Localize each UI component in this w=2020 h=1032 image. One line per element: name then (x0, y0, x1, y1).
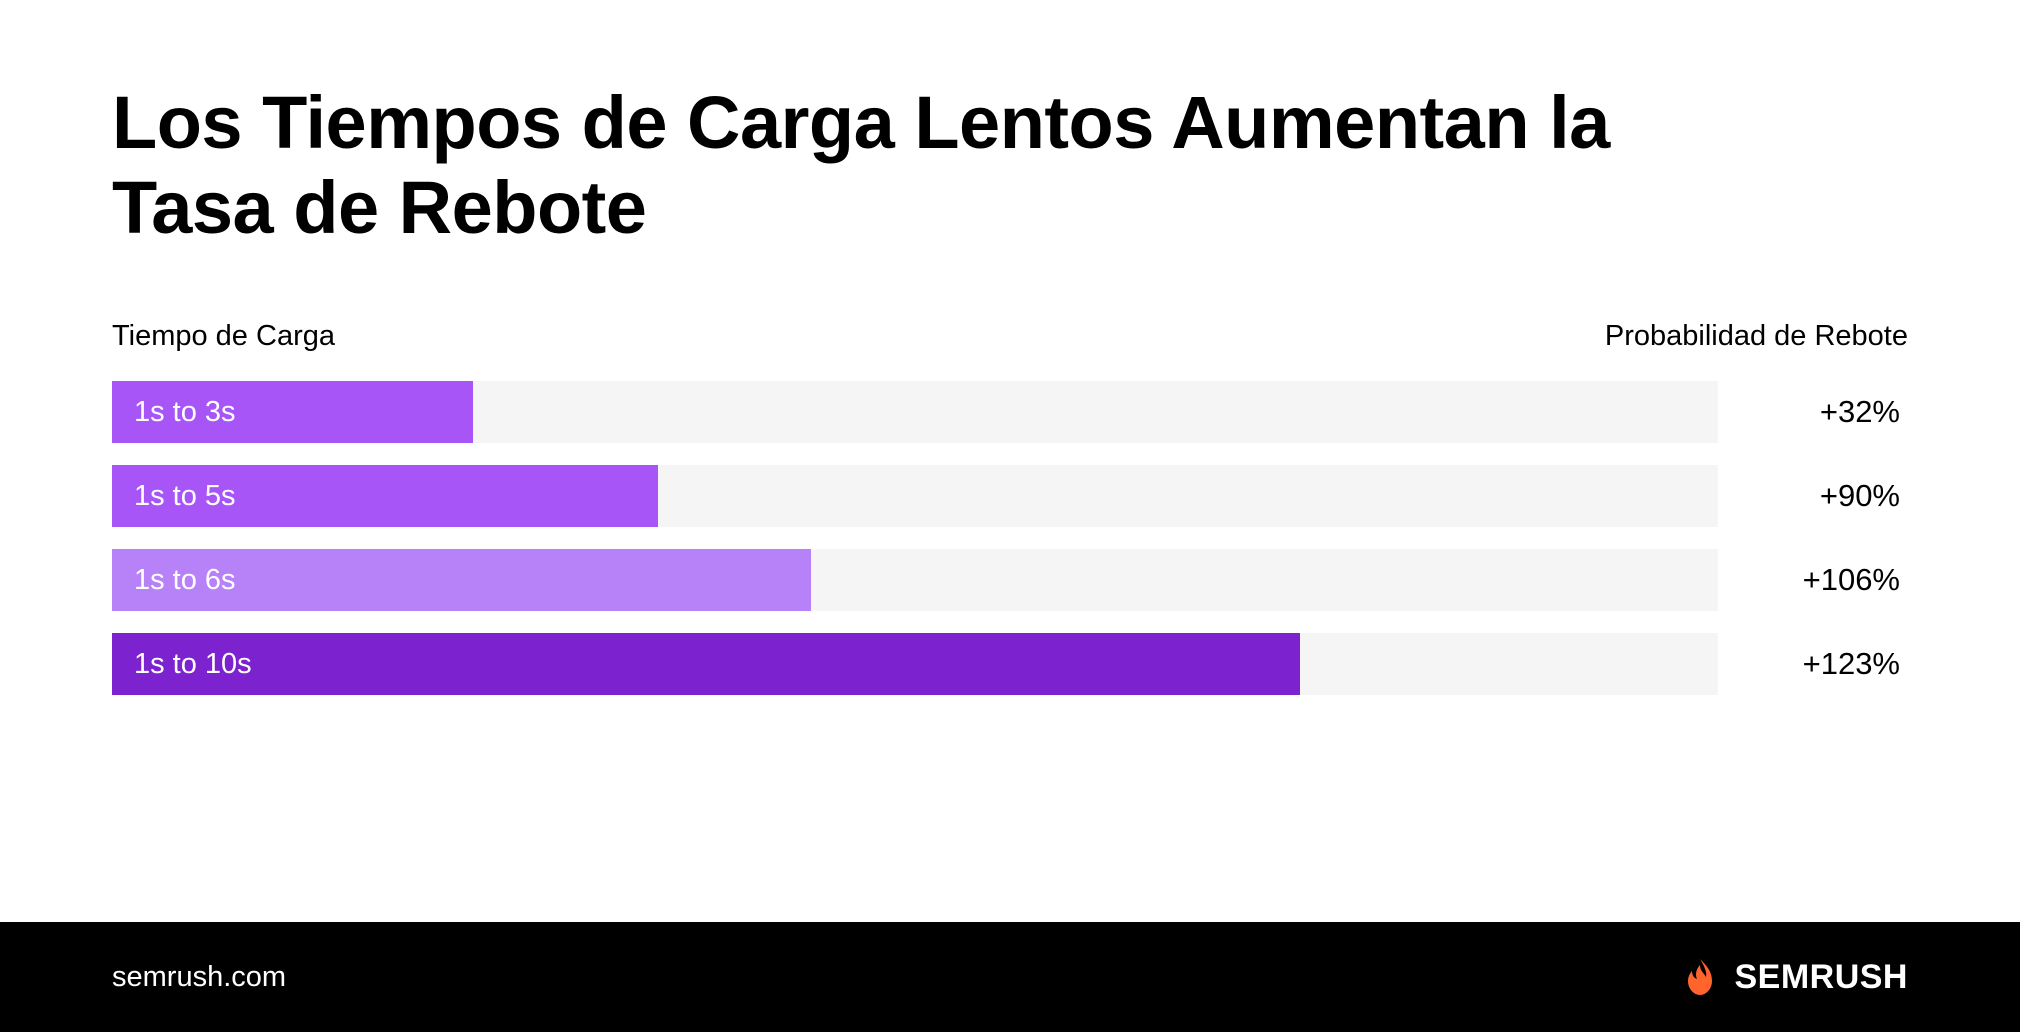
bar-track: 1s to 3s (112, 381, 1718, 443)
bar-row: 1s to 3s +32% (112, 381, 1908, 443)
bar-fill: 1s to 6s (112, 549, 811, 611)
bar-label: 1s to 6s (134, 564, 236, 597)
bar-track: 1s to 10s (112, 633, 1718, 695)
header-right: Probabilidad de Rebote (1605, 320, 1908, 353)
bar-value: +32% (1718, 394, 1908, 430)
bar-row: 1s to 10s +123% (112, 633, 1908, 695)
footer-url: semrush.com (112, 961, 286, 994)
footer-brand: SEMRUSH (1734, 958, 1908, 997)
header-left: Tiempo de Carga (112, 320, 335, 353)
bars-container: 1s to 3s+32%1s to 5s+90%1s to 6s+106%1s … (112, 381, 1908, 695)
bar-fill: 1s to 5s (112, 465, 658, 527)
bar-track: 1s to 5s (112, 465, 1718, 527)
bar-label: 1s to 3s (134, 396, 236, 429)
chart-headers: Tiempo de Carga Probabilidad de Rebote (112, 320, 1908, 353)
bar-row: 1s to 6s +106% (112, 549, 1908, 611)
bar-fill: 1s to 3s (112, 381, 473, 443)
chart-title: Los Tiempos de Carga Lentos Aumentan la … (112, 80, 1612, 250)
bar-fill: 1s to 10s (112, 633, 1300, 695)
footer: semrush.com SEMRUSH (0, 922, 2020, 1032)
bar-value: +106% (1718, 562, 1908, 598)
chart-content: Los Tiempos de Carga Lentos Aumentan la … (0, 0, 2020, 922)
bar-label: 1s to 10s (134, 648, 252, 681)
semrush-flame-icon (1678, 955, 1722, 999)
footer-logo: SEMRUSH (1678, 955, 1908, 999)
bar-value: +123% (1718, 646, 1908, 682)
bar-label: 1s to 5s (134, 480, 236, 513)
bar-row: 1s to 5s +90% (112, 465, 1908, 527)
bar-track: 1s to 6s (112, 549, 1718, 611)
bar-value: +90% (1718, 478, 1908, 514)
